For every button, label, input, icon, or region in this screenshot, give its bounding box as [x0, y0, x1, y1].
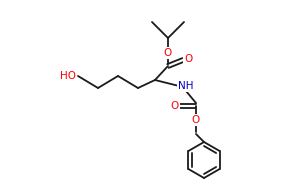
- Text: O: O: [164, 48, 172, 58]
- Text: O: O: [184, 54, 192, 64]
- Text: NH: NH: [178, 81, 194, 91]
- Text: HO: HO: [60, 71, 76, 81]
- Text: O: O: [192, 115, 200, 125]
- Text: O: O: [171, 101, 179, 111]
